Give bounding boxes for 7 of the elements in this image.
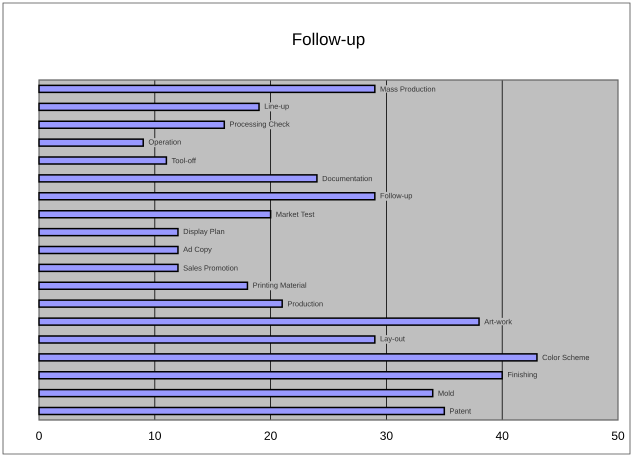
x-tick-label: 40	[496, 432, 508, 440]
bar	[38, 138, 144, 147]
x-tick-label: 30	[380, 432, 393, 440]
x-tick-label: 10	[149, 432, 161, 440]
x-tick-label: 50	[612, 432, 624, 440]
x-tick-label: 20	[264, 432, 277, 440]
x-tick-label: 0	[36, 432, 42, 440]
